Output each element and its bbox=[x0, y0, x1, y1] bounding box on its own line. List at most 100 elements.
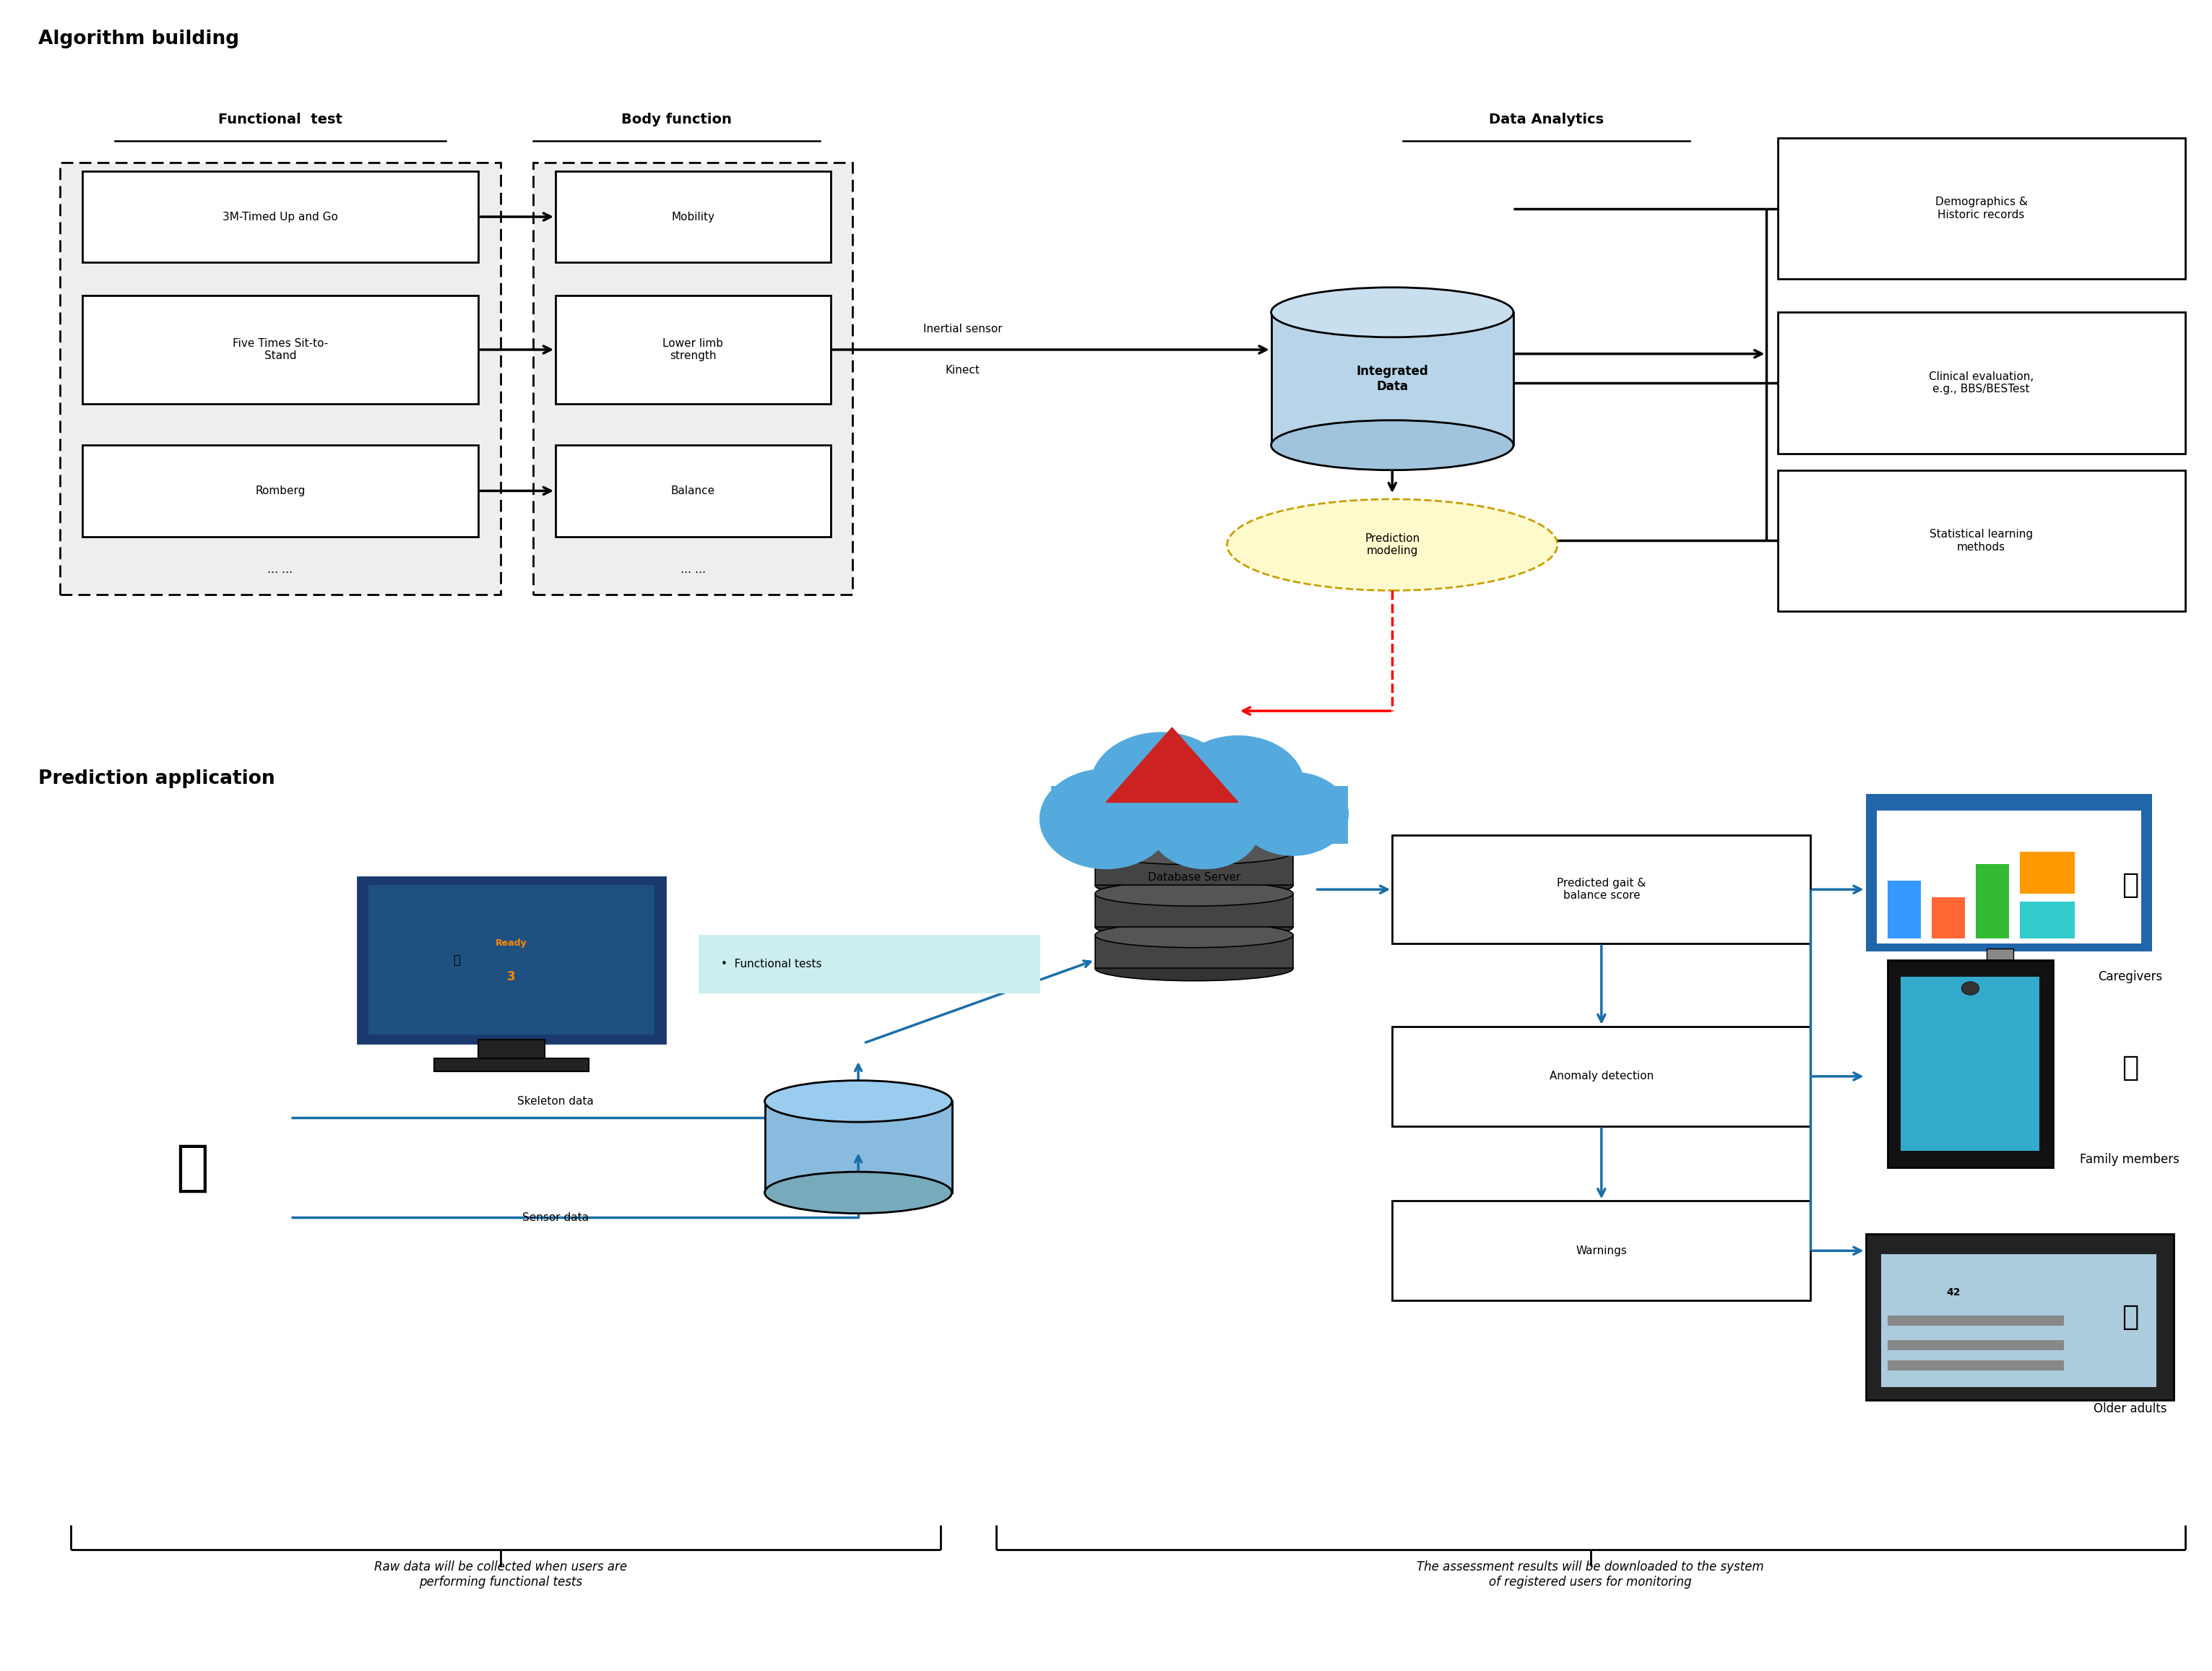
Bar bbox=[1095, 894, 1294, 927]
Bar bbox=[82, 444, 478, 536]
Bar bbox=[1953, 969, 2042, 984]
Circle shape bbox=[1091, 732, 1232, 839]
Ellipse shape bbox=[1272, 287, 1513, 338]
Bar bbox=[1887, 1315, 2064, 1325]
Bar bbox=[434, 1058, 588, 1071]
Circle shape bbox=[1150, 785, 1261, 869]
Ellipse shape bbox=[1095, 881, 1294, 906]
Ellipse shape bbox=[1095, 799, 1294, 824]
Bar bbox=[765, 1101, 951, 1193]
Text: 👷: 👷 bbox=[2121, 872, 2139, 899]
Text: Body function: Body function bbox=[622, 114, 732, 127]
Bar bbox=[533, 162, 854, 595]
Bar bbox=[1865, 794, 2152, 952]
Text: Kinect: Kinect bbox=[945, 364, 980, 376]
Text: Clinical evaluation,
e.g., BBS/BESTest: Clinical evaluation, e.g., BBS/BESTest bbox=[1929, 371, 2033, 394]
Bar bbox=[82, 170, 478, 262]
Text: Predicted gait &
balance score: Predicted gait & balance score bbox=[1557, 877, 1646, 901]
Bar bbox=[555, 444, 832, 536]
Ellipse shape bbox=[1272, 421, 1513, 470]
Bar bbox=[1887, 1340, 2064, 1350]
Bar bbox=[358, 877, 666, 1043]
Bar bbox=[1051, 785, 1349, 844]
Text: Caregivers: Caregivers bbox=[2097, 971, 2161, 983]
Circle shape bbox=[1040, 769, 1172, 869]
Bar bbox=[1778, 470, 2185, 612]
Text: Older adults: Older adults bbox=[2093, 1402, 2166, 1415]
Ellipse shape bbox=[1095, 832, 1294, 856]
Text: The assessment results will be downloaded to the system
of registered users for : The assessment results will be downloade… bbox=[1418, 1561, 1763, 1589]
Text: Raw data will be collected when users are
performing functional tests: Raw data will be collected when users ar… bbox=[374, 1561, 626, 1589]
Bar bbox=[1095, 810, 1294, 844]
Bar bbox=[1876, 810, 2141, 944]
Text: Family members: Family members bbox=[2079, 1153, 2179, 1166]
Text: Romberg: Romberg bbox=[254, 486, 305, 496]
Bar bbox=[1975, 864, 2008, 939]
Bar bbox=[2020, 902, 2075, 939]
Text: Statistical learning
methods: Statistical learning methods bbox=[1929, 530, 2033, 553]
Text: Data Analytics: Data Analytics bbox=[1489, 114, 1604, 127]
Bar bbox=[1391, 1026, 1812, 1126]
Text: Inertial sensor: Inertial sensor bbox=[922, 324, 1002, 334]
Ellipse shape bbox=[1228, 500, 1557, 590]
Bar bbox=[1778, 312, 2185, 453]
Ellipse shape bbox=[765, 1171, 951, 1213]
Text: Anomaly detection: Anomaly detection bbox=[1548, 1071, 1655, 1081]
Bar bbox=[1272, 312, 1513, 444]
Bar bbox=[555, 170, 832, 262]
Text: Five Times Sit-to-
Stand: Five Times Sit-to- Stand bbox=[232, 338, 327, 361]
Text: Mobility: Mobility bbox=[672, 211, 714, 222]
Circle shape bbox=[1962, 981, 1980, 994]
Text: 3M-Timed Up and Go: 3M-Timed Up and Go bbox=[223, 211, 338, 222]
Text: Balance: Balance bbox=[670, 486, 714, 496]
Text: Database Server: Database Server bbox=[1148, 872, 1241, 882]
Bar bbox=[1095, 936, 1294, 969]
Circle shape bbox=[1172, 735, 1305, 836]
Text: … …: … … bbox=[268, 565, 292, 575]
Text: Prediction application: Prediction application bbox=[38, 769, 274, 787]
Ellipse shape bbox=[765, 1081, 951, 1121]
Text: 👴: 👴 bbox=[2121, 1303, 2139, 1330]
Polygon shape bbox=[1106, 727, 1239, 802]
Text: Lower limb
strength: Lower limb strength bbox=[664, 338, 723, 361]
Bar bbox=[1391, 836, 1812, 944]
Bar bbox=[1778, 139, 2185, 279]
Bar bbox=[1887, 961, 2053, 1168]
Bar bbox=[82, 296, 478, 404]
Ellipse shape bbox=[1095, 922, 1294, 947]
Bar bbox=[1986, 949, 2013, 969]
Bar bbox=[1095, 852, 1294, 886]
Bar bbox=[369, 886, 655, 1034]
Ellipse shape bbox=[1095, 956, 1294, 981]
Text: 👴: 👴 bbox=[175, 1141, 208, 1195]
Text: Demographics &
Historic records: Demographics & Historic records bbox=[1936, 197, 2028, 221]
Bar bbox=[555, 296, 832, 404]
Bar bbox=[2020, 852, 2075, 894]
Text: Functional  test: Functional test bbox=[219, 114, 343, 127]
Bar bbox=[1391, 1201, 1812, 1300]
Text: 42: 42 bbox=[1947, 1287, 1960, 1297]
Bar bbox=[1887, 881, 1920, 939]
Circle shape bbox=[1239, 772, 1349, 856]
Text: 3: 3 bbox=[507, 971, 515, 983]
Text: Integrated
Data: Integrated Data bbox=[1356, 364, 1429, 393]
Bar bbox=[1865, 1235, 2174, 1400]
Text: … …: … … bbox=[681, 565, 706, 575]
Text: Algorithm building: Algorithm building bbox=[38, 30, 239, 48]
Ellipse shape bbox=[1095, 914, 1294, 939]
Bar bbox=[1931, 897, 1964, 939]
Text: Warnings: Warnings bbox=[1575, 1245, 1628, 1257]
Text: Ready: Ready bbox=[495, 939, 526, 947]
Text: •  Functional tests: • Functional tests bbox=[721, 959, 821, 969]
Bar bbox=[478, 1039, 544, 1059]
Text: 🚶: 🚶 bbox=[453, 954, 460, 966]
Text: Sensor data: Sensor data bbox=[522, 1211, 588, 1223]
Ellipse shape bbox=[1095, 839, 1294, 864]
Bar bbox=[60, 162, 500, 595]
Bar bbox=[699, 936, 1040, 993]
Text: 👨: 👨 bbox=[2121, 1054, 2139, 1081]
Ellipse shape bbox=[1095, 872, 1294, 897]
Bar bbox=[1900, 976, 2039, 1151]
Text: Skeleton data: Skeleton data bbox=[518, 1096, 593, 1106]
Bar bbox=[1887, 1360, 2064, 1370]
